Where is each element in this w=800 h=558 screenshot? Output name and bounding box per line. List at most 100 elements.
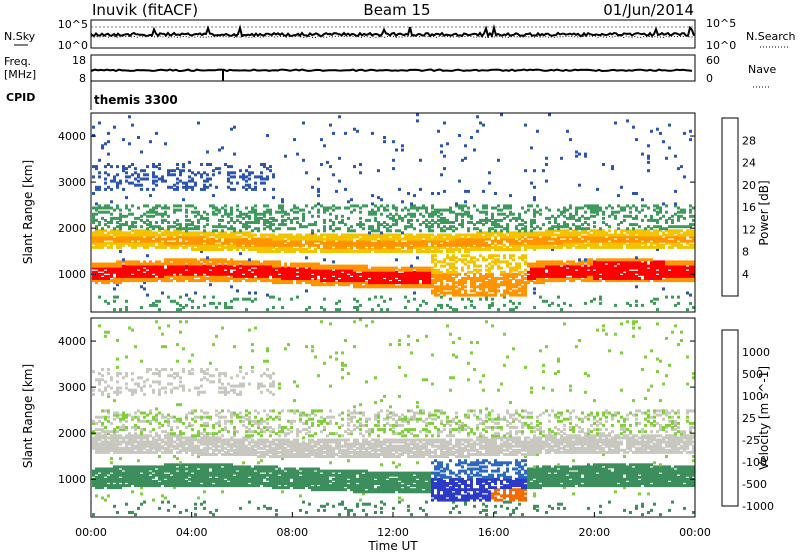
range-cell	[605, 279, 608, 283]
range-cell	[215, 268, 218, 272]
range-cell	[260, 250, 263, 253]
range-cell	[635, 231, 638, 235]
range-cell	[143, 262, 146, 266]
range-cell	[152, 231, 155, 235]
range-cell	[506, 283, 509, 287]
range-cell	[347, 266, 350, 270]
range-cell	[374, 248, 377, 251]
range-cell	[386, 277, 389, 280]
range-cell	[689, 214, 692, 218]
range-cell	[290, 245, 293, 249]
range-cell	[539, 212, 542, 216]
range-cell	[377, 233, 380, 237]
range-cell	[335, 206, 338, 210]
range-cell	[146, 187, 149, 191]
range-cell	[404, 206, 407, 210]
range-cell	[644, 262, 647, 266]
range-cell	[206, 268, 209, 272]
range-cell	[515, 233, 518, 237]
range-cell	[236, 235, 239, 239]
range-cell	[230, 175, 233, 179]
range-cell	[437, 225, 440, 229]
range-cell	[248, 297, 251, 301]
range-cell	[590, 241, 593, 245]
range-cell	[440, 250, 443, 253]
range-cell	[491, 214, 494, 218]
range-cell	[422, 235, 425, 239]
range-cell	[443, 239, 446, 243]
range-cell	[551, 233, 554, 237]
range-cell	[677, 225, 680, 229]
range-cell	[161, 270, 164, 274]
range-cell	[272, 218, 275, 222]
range-cell	[128, 212, 131, 216]
range-cell	[263, 214, 266, 218]
range-cell	[449, 256, 452, 260]
range-cell	[347, 241, 350, 245]
range-cell	[497, 308, 500, 312]
range-cell	[413, 206, 416, 210]
range-cell	[422, 239, 425, 243]
range-cell	[554, 239, 557, 243]
range-cell	[509, 274, 512, 278]
range-cell	[554, 266, 557, 270]
range-cell	[611, 212, 614, 216]
range-cell	[632, 258, 635, 262]
range-cell	[440, 216, 443, 220]
range-cell	[299, 262, 302, 266]
range-cell	[683, 131, 686, 135]
range-cell	[467, 229, 470, 233]
range-cell	[119, 264, 122, 268]
range-cell	[227, 279, 230, 283]
range-cell	[677, 270, 680, 274]
range-cell	[557, 237, 560, 241]
range-cell	[152, 175, 155, 179]
range-cell	[497, 208, 500, 212]
range-cell	[125, 223, 128, 227]
range-cell	[230, 245, 233, 249]
range-cell	[629, 241, 632, 245]
range-cell	[545, 272, 548, 276]
range-cell	[545, 266, 548, 270]
range-cell	[329, 245, 332, 249]
range-cell	[599, 233, 602, 237]
range-cell	[167, 235, 170, 239]
range-cell	[335, 216, 338, 220]
range-cell	[368, 243, 371, 247]
range-cell	[161, 233, 164, 237]
range-cell	[350, 279, 353, 283]
range-cell	[341, 272, 344, 276]
range-cell	[323, 245, 326, 249]
range-cell	[674, 272, 677, 276]
range-cell	[158, 264, 161, 268]
range-cell	[524, 272, 527, 276]
range-cell	[629, 274, 632, 278]
range-cell	[200, 258, 203, 262]
range-cell	[428, 245, 431, 249]
range-cell	[263, 233, 266, 237]
range-cell	[683, 264, 686, 268]
range-cell	[446, 208, 449, 212]
range-cell	[557, 266, 560, 270]
range-cell	[320, 274, 323, 278]
range-cell	[641, 245, 644, 249]
range-cell	[155, 231, 158, 235]
range-cell	[464, 279, 467, 283]
range-cell	[212, 210, 215, 214]
range-cell	[266, 277, 269, 280]
range-cell	[590, 264, 593, 268]
range-cell	[491, 283, 494, 287]
range-cell	[584, 274, 587, 278]
range-cell	[305, 171, 308, 175]
range-cell	[650, 270, 653, 274]
range-cell	[110, 229, 113, 233]
range-cell	[125, 214, 128, 218]
range-cell	[197, 268, 200, 272]
range-cell	[497, 285, 500, 289]
range-cell	[272, 216, 275, 220]
range-cell	[230, 127, 233, 131]
range-cell	[506, 262, 509, 266]
range-cell	[356, 233, 359, 237]
range-cell	[191, 243, 194, 247]
range-cell	[593, 272, 596, 276]
